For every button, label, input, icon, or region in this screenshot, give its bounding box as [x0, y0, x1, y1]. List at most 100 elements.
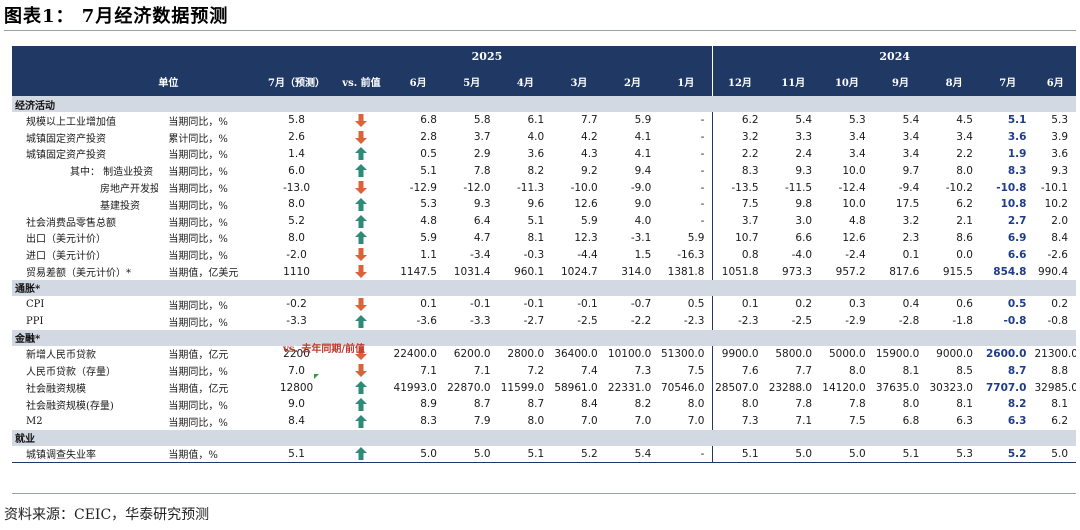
data-cell: 8.3 — [1007, 164, 1027, 177]
data-cell: -4.4 — [577, 248, 598, 261]
forecast-value: 1110 — [283, 265, 310, 278]
data-cell: 915.5 — [942, 265, 973, 278]
column-header: 6月 — [1034, 67, 1076, 96]
table-row: 城镇调查失业率 当期值，% 5.1 5.0 5.0 5.1 5.2 5.4-5.1 5.0 5.0… — [12, 445, 1076, 464]
source-note: 资料来源：CEIC，华泰研究预测 — [4, 507, 210, 523]
data-cell: 4.5 — [956, 114, 973, 127]
row-label: 新增人民币贷款 — [26, 350, 96, 362]
row-label: CPI — [26, 298, 45, 310]
down-arrow-icon — [332, 346, 392, 363]
column-header: 2月 — [605, 67, 660, 96]
data-cell: -10.8 — [996, 181, 1027, 194]
data-cell: -2.6 — [1047, 248, 1069, 261]
data-cell: - — [700, 164, 705, 177]
data-cell: 12.6 — [574, 198, 598, 211]
forecast-value: 2.6 — [288, 131, 305, 144]
data-cell: 22400.0 — [393, 347, 437, 360]
data-cell: 37635.0 — [875, 381, 920, 394]
section-header: 就业 — [12, 429, 1076, 446]
data-cell: 1024.7 — [560, 265, 598, 278]
data-cell: 3.4 — [956, 131, 973, 144]
data-cell: 3.4 — [902, 131, 920, 144]
data-cell: -10.2 — [945, 181, 973, 194]
data-cell: 2.8 — [420, 131, 437, 144]
data-cell: 0.3 — [849, 298, 866, 311]
data-cell: -11.3 — [516, 181, 545, 194]
forecast-value: -13.0 — [282, 181, 311, 194]
data-cell: 5800.0 — [775, 347, 813, 360]
data-cell: 28507.0 — [712, 379, 767, 396]
data-cell: 4.8 — [420, 215, 437, 228]
data-cell: -0.8 — [1047, 315, 1069, 328]
data-cell: 4.2 — [581, 131, 598, 144]
data-cell: 10.2 — [1044, 198, 1068, 211]
section-title: 就业 — [12, 429, 1076, 446]
data-cell: 1.1 — [420, 248, 437, 261]
data-cell: 2800.0 — [507, 347, 545, 360]
row-unit: 当期同比，% — [168, 150, 228, 162]
data-cell: 5.1 — [1007, 114, 1027, 127]
financial-comparison-note: vs. 去年同期/前值 — [283, 344, 366, 355]
data-cell: 8.3 — [420, 415, 437, 428]
data-cell: 10.8 — [1000, 198, 1027, 211]
data-cell: -2.7 — [523, 315, 545, 328]
data-cell: 3.6 — [527, 147, 545, 160]
data-cell: - — [700, 131, 705, 144]
column-header: 10月 — [820, 67, 874, 96]
data-cell: 1381.8 — [667, 265, 705, 278]
data-cell: 2.4 — [795, 147, 813, 160]
forecast-value: -2.0 — [286, 248, 307, 261]
data-cell: 5.0 — [444, 445, 499, 464]
data-cell: 1051.8 — [712, 263, 767, 280]
up-arrow-icon — [332, 162, 392, 179]
data-cell: 8.0 — [712, 395, 767, 413]
data-cell: 23288.0 — [768, 381, 813, 394]
data-cell: 8.8 — [1051, 364, 1068, 377]
row-unit: 当期同比，% — [168, 400, 228, 412]
table-row: 城镇固定资产投资 累计同比，% 2.6 2.8 3.7 4.0 4.2 4.1 -3.2 3.3 3… — [12, 128, 1076, 146]
data-cell: 0.2 — [1051, 298, 1068, 311]
data-cell: 6.2 — [956, 198, 973, 211]
data-cell: -2.5 — [577, 315, 598, 328]
data-cell: 7.1 — [473, 364, 491, 377]
data-cell: 6200.0 — [453, 347, 491, 360]
forecast-value: 5.1 — [261, 445, 332, 464]
table-row: 城镇固定资产投资 当期同比，% 1.4 0.5 2.9 3.6 4.3 4.1-2.2 2.4 3… — [12, 145, 1076, 163]
data-cell: 5.9 — [687, 231, 705, 244]
title-divider — [4, 30, 1076, 31]
data-cell: 4.0 — [527, 131, 545, 144]
down-arrow-icon — [332, 362, 392, 379]
data-cell: 5.8 — [473, 114, 491, 127]
data-cell: 7.9 — [473, 415, 491, 428]
data-cell: -13.5 — [712, 179, 767, 196]
year-2024-header: 2024 — [712, 46, 1076, 67]
data-cell: 6.2 — [712, 112, 767, 129]
data-cell: 5.4 — [795, 114, 813, 127]
column-header: 8月 — [927, 67, 981, 96]
data-cell: 6.3 — [956, 415, 973, 428]
data-cell: 3.2 — [902, 215, 920, 228]
data-cell: -2.8 — [898, 315, 920, 328]
row-label: 规模以上工业增加值 — [26, 116, 116, 128]
data-cell: -0.1 — [470, 298, 491, 311]
data-cell: 2.0 — [1051, 215, 1068, 228]
data-cell: 7.8 — [795, 398, 813, 411]
data-cell: 5.1 — [873, 445, 928, 464]
data-cell: -2.4 — [845, 248, 866, 261]
data-cell: 973.3 — [782, 265, 813, 278]
row-unit: 当期同比，% — [168, 367, 228, 379]
row-label: 城镇固定资产投资 — [26, 133, 106, 145]
data-cell: 6.1 — [527, 114, 545, 127]
table-row: 新增人民币贷款 当期值，亿元 2200 22400.0 6200.0 2800.0 3640… — [12, 345, 1076, 363]
up-arrow-icon — [332, 146, 392, 163]
data-cell: 0.5 — [420, 147, 437, 160]
row-unit: 当期同比，% — [168, 251, 228, 263]
forecast-value: 6.0 — [288, 164, 305, 177]
data-cell: 5.1 — [527, 215, 545, 228]
column-header: 4月 — [498, 67, 553, 96]
data-cell: 9.8 — [795, 198, 813, 211]
row-unit: 当期同比，% — [168, 317, 228, 329]
up-arrow-icon — [332, 413, 392, 430]
row-unit: 当期同比，% — [168, 417, 228, 429]
column-header-row: 单位 7月（预测） vs. 前值 6月 5月 4月 3月 2月 1月 12月 11月 10月 9月 8月… — [12, 67, 1076, 96]
